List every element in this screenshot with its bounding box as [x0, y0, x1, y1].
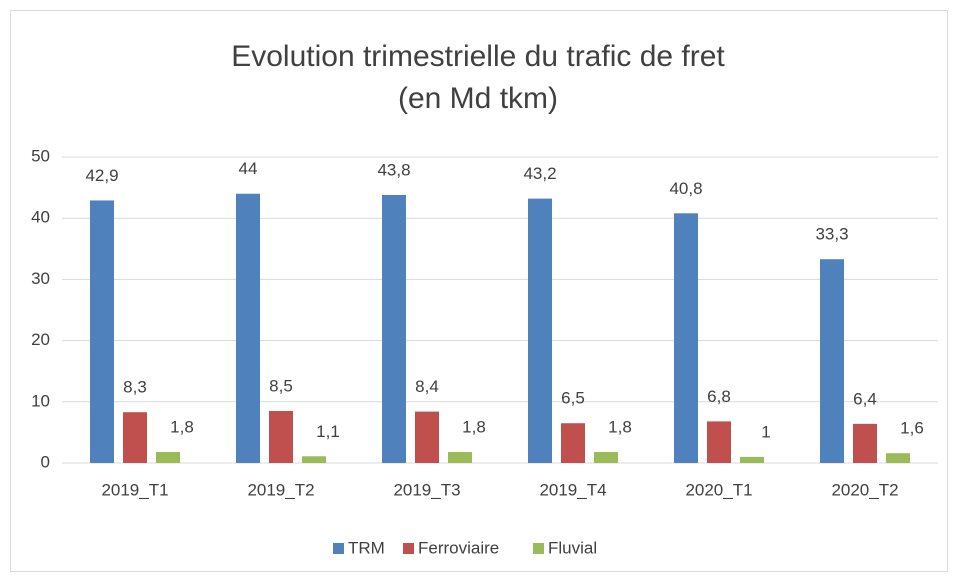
bar: [90, 200, 114, 463]
data-label: 33,3: [815, 225, 848, 244]
data-label: 42,9: [85, 166, 118, 185]
x-tick-label: 2019_T4: [539, 480, 606, 499]
legend-label: TRM: [348, 538, 385, 557]
legend-swatch: [533, 543, 544, 554]
bar: [448, 451, 472, 463]
bar: [415, 411, 439, 463]
data-label: 1,1: [316, 422, 340, 441]
data-label: 43,8: [377, 160, 410, 179]
bar: [382, 194, 406, 463]
data-label: 40,8: [669, 179, 702, 198]
data-label: 8,4: [415, 377, 439, 396]
chart-border: [10, 10, 948, 572]
data-label: 43,2: [523, 164, 556, 183]
bar: [853, 423, 877, 463]
chart-title: Evolution trimestrielle du trafic de fre…: [231, 40, 725, 73]
x-tick-label: 2020_T2: [831, 480, 898, 499]
bar: [302, 456, 326, 463]
data-label: 6,5: [561, 389, 585, 408]
y-tick-label: 50: [31, 146, 50, 165]
bar: [707, 421, 731, 463]
y-tick-label: 40: [31, 208, 50, 227]
data-label: 1: [761, 422, 770, 441]
data-label: 1,8: [608, 417, 632, 436]
bar: [528, 198, 552, 463]
data-label: 1,8: [462, 417, 486, 436]
bar: [561, 423, 585, 463]
data-label: 8,5: [269, 376, 293, 395]
x-tick-label: 2019_T2: [247, 480, 314, 499]
y-tick-label: 20: [31, 330, 50, 349]
bar: [123, 412, 147, 463]
bar: [820, 259, 844, 463]
bar: [236, 193, 260, 463]
bar: [156, 451, 180, 463]
data-label: 6,8: [707, 387, 731, 406]
data-label: 44: [239, 159, 258, 178]
x-tick-label: 2019_T3: [393, 480, 460, 499]
data-label: 1,6: [900, 419, 924, 438]
bar: [674, 213, 698, 463]
x-tick-label: 2020_T1: [685, 480, 752, 499]
legend-label: Ferroviaire: [418, 538, 499, 557]
data-label: 1,8: [170, 417, 194, 436]
x-tick-label: 2019_T1: [101, 480, 168, 499]
bar: [269, 410, 293, 463]
data-label: 8,3: [123, 378, 147, 397]
y-tick-label: 10: [31, 391, 50, 410]
y-tick-label: 30: [31, 269, 50, 288]
legend-swatch: [403, 543, 414, 554]
bar: [594, 451, 618, 463]
legend-swatch: [333, 543, 344, 554]
bar: [740, 456, 764, 463]
data-label: 6,4: [853, 389, 877, 408]
y-tick-label: 0: [41, 452, 50, 471]
legend-label: Fluvial: [548, 538, 597, 557]
bar: [886, 453, 910, 463]
chart-subtitle: (en Md tkm): [398, 82, 558, 115]
